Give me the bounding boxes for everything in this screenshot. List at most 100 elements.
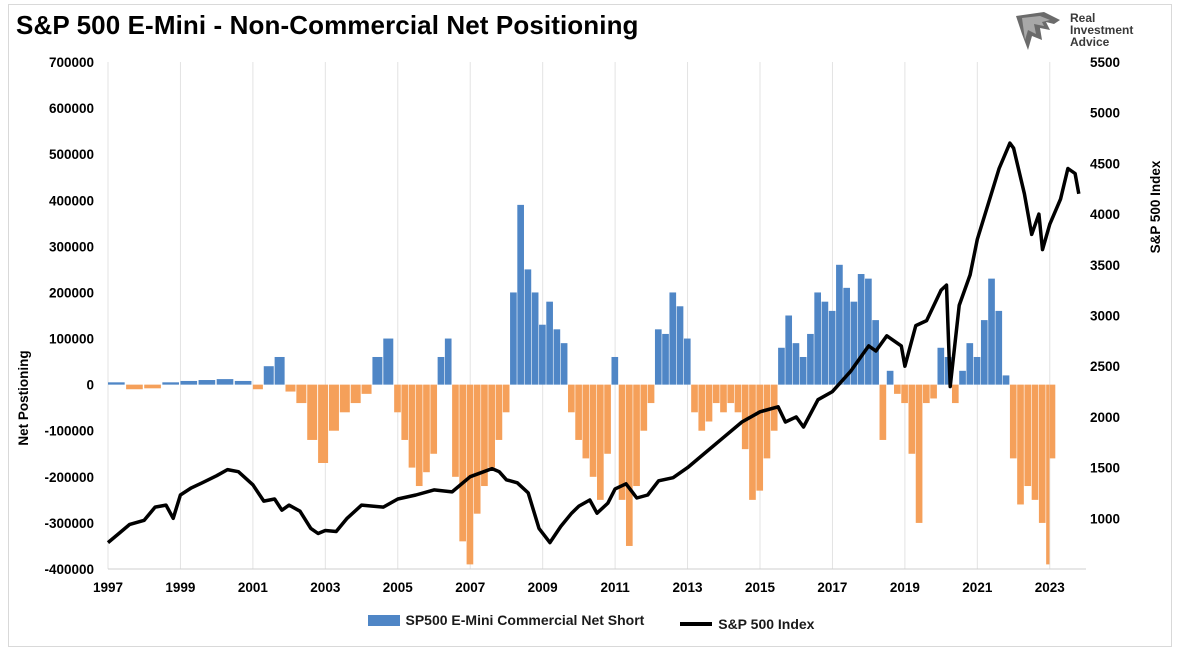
net-position-bar bbox=[604, 384, 611, 454]
net-position-bar bbox=[350, 384, 361, 404]
left-tick--200000: -200000 bbox=[44, 470, 94, 485]
net-position-bar bbox=[683, 338, 691, 385]
net-position-bar bbox=[531, 292, 539, 385]
left-tick--400000: -400000 bbox=[44, 562, 94, 577]
net-position-bar bbox=[901, 384, 908, 404]
net-position-bar bbox=[198, 380, 216, 385]
net-position-bar bbox=[108, 382, 125, 385]
left-tick--100000: -100000 bbox=[44, 424, 94, 439]
net-position-bar bbox=[597, 384, 604, 500]
net-position-bar bbox=[502, 384, 510, 413]
net-position-bar bbox=[951, 384, 959, 404]
net-position-bar bbox=[408, 384, 416, 468]
net-position-bar bbox=[234, 380, 252, 385]
net-position-bar bbox=[144, 384, 161, 389]
chart-frame bbox=[8, 4, 1172, 647]
net-position-bar bbox=[625, 384, 633, 546]
net-position-bar bbox=[850, 301, 858, 385]
net-position-bar bbox=[756, 384, 764, 491]
net-position-bar bbox=[879, 384, 887, 440]
net-position-bar bbox=[669, 292, 677, 385]
chart-title: S&P 500 E-Mini - Non-Commercial Net Posi… bbox=[16, 10, 639, 40]
legend-label-line: S&P 500 Index bbox=[718, 615, 815, 632]
net-position-bar bbox=[799, 356, 807, 385]
net-position-bar bbox=[959, 370, 966, 385]
net-position-bar bbox=[698, 384, 706, 431]
net-position-bar bbox=[821, 301, 829, 385]
left-tick-100000: 100000 bbox=[49, 332, 94, 347]
net-position-bar bbox=[582, 384, 590, 459]
net-position-bar bbox=[865, 278, 872, 385]
right-tick-4000: 4000 bbox=[1090, 207, 1120, 222]
net-position-bar bbox=[339, 384, 350, 413]
net-position-bar bbox=[126, 384, 143, 390]
net-position-bar bbox=[401, 384, 409, 440]
net-position-bar bbox=[1046, 384, 1050, 565]
net-position-bar bbox=[589, 384, 597, 477]
legend-swatch-bars bbox=[367, 614, 400, 626]
sp500-line-layer bbox=[106, 141, 1081, 545]
net-positioning-bars bbox=[108, 204, 1056, 565]
net-position-bar bbox=[720, 384, 727, 413]
net-position-bar bbox=[807, 333, 814, 385]
net-position-bar bbox=[274, 356, 285, 385]
net-position-bar bbox=[828, 310, 836, 385]
right-tick-5000: 5000 bbox=[1090, 106, 1120, 121]
net-position-bar bbox=[423, 384, 430, 473]
net-position-bar bbox=[466, 384, 474, 565]
net-position-bar bbox=[908, 384, 916, 454]
right-tick-3500: 3500 bbox=[1090, 258, 1120, 273]
net-position-bar bbox=[966, 343, 974, 385]
net-position-bar bbox=[430, 384, 438, 454]
net-position-bar bbox=[915, 384, 923, 523]
net-position-bar bbox=[647, 384, 655, 404]
left-axis-title: Net Postioning bbox=[16, 350, 31, 445]
right-axis-title: S&P 500 Index bbox=[1148, 160, 1163, 253]
right-tick-4500: 4500 bbox=[1090, 156, 1120, 171]
left-tick-0: 0 bbox=[86, 378, 94, 393]
net-position-bar bbox=[691, 384, 698, 413]
net-position-bar bbox=[180, 380, 198, 385]
x-tick-2007: 2007 bbox=[455, 580, 485, 595]
net-position-bar bbox=[444, 338, 452, 385]
net-position-bar bbox=[785, 315, 793, 385]
net-position-bar bbox=[712, 384, 720, 404]
x-tick-2019: 2019 bbox=[890, 580, 920, 595]
brand-logo: Real Investment Advice bbox=[1014, 10, 1164, 54]
right-tick-2500: 2500 bbox=[1090, 359, 1120, 374]
left-tick-500000: 500000 bbox=[49, 147, 94, 162]
net-position-bar bbox=[162, 382, 179, 385]
legend-item-line: S&P 500 Index bbox=[680, 616, 814, 632]
brand-line-1: Real bbox=[1070, 11, 1096, 25]
net-position-bar bbox=[1017, 384, 1024, 505]
net-position-bar bbox=[1024, 384, 1032, 487]
net-position-bar bbox=[568, 384, 575, 413]
legend-swatch-line bbox=[680, 621, 713, 626]
net-position-bar bbox=[741, 384, 749, 450]
right-tick-5500: 5500 bbox=[1090, 55, 1120, 70]
x-tick-2001: 2001 bbox=[238, 580, 269, 595]
net-position-bar bbox=[1002, 375, 1010, 385]
net-position-bar bbox=[886, 370, 894, 385]
net-position-bar bbox=[894, 384, 901, 394]
net-position-bar bbox=[459, 384, 467, 542]
x-tick-2011: 2011 bbox=[600, 580, 630, 595]
left-tick-700000: 700000 bbox=[49, 55, 94, 70]
x-tick-2015: 2015 bbox=[745, 580, 776, 595]
net-position-bar bbox=[857, 274, 865, 385]
net-position-bar bbox=[517, 204, 524, 385]
net-position-bar bbox=[383, 338, 394, 385]
net-position-bar bbox=[495, 384, 503, 440]
net-position-bar bbox=[437, 356, 445, 385]
x-tick-2021: 2021 bbox=[962, 580, 993, 595]
net-position-bar bbox=[524, 269, 532, 385]
right-tick-1500: 1500 bbox=[1090, 461, 1120, 476]
left-tick-200000: 200000 bbox=[49, 285, 94, 300]
net-position-bar bbox=[654, 329, 662, 385]
net-position-bar bbox=[988, 278, 995, 385]
net-position-bar bbox=[252, 384, 263, 390]
net-position-bar bbox=[792, 343, 800, 385]
net-position-bar bbox=[488, 384, 495, 468]
net-position-bar bbox=[633, 384, 640, 487]
net-position-bar bbox=[749, 384, 756, 500]
